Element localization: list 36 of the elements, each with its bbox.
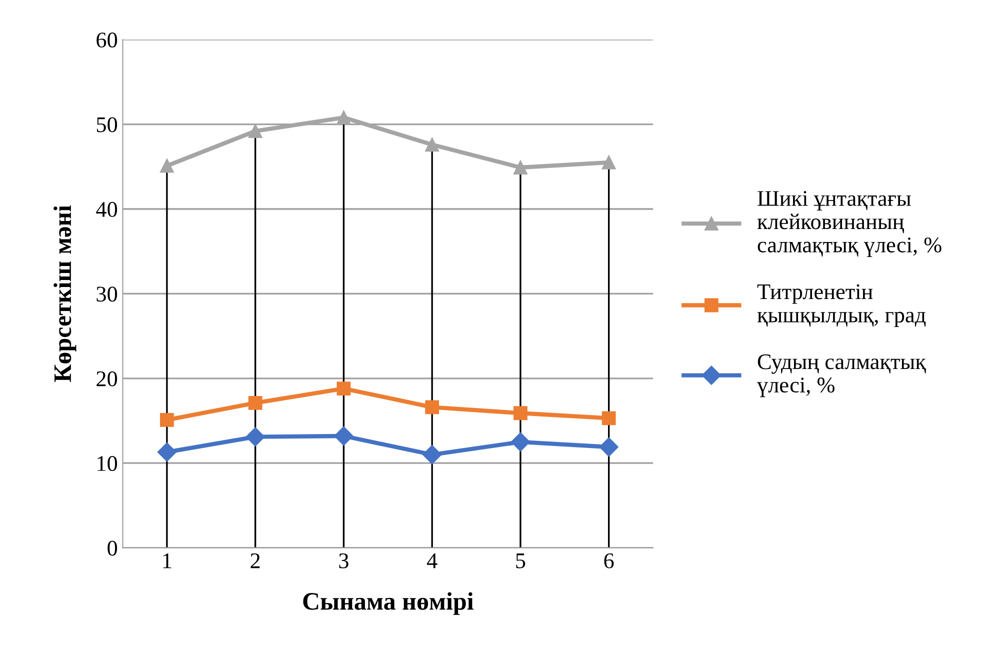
y-tick-label: 20 (96, 371, 118, 386)
point (425, 138, 440, 152)
legend-label: Титрленетін қышқылдық, град (757, 284, 926, 328)
point (334, 426, 354, 446)
legend-label: Шикі ұнтақтағы клейковинаның салмақтық үлесі, % (757, 191, 942, 257)
point (422, 445, 442, 464)
x-tick-label: 5 (516, 554, 526, 568)
x-tick-label: 6 (604, 553, 614, 568)
x-tick-label: 2 (250, 553, 260, 568)
y-tick-label: 60 (96, 32, 118, 48)
point (246, 427, 265, 446)
point (336, 110, 351, 124)
point (514, 406, 528, 420)
point (599, 437, 618, 457)
y-axis-title: Көрсеткіш мәні (54, 205, 76, 382)
y-tick-label: 50 (96, 117, 118, 132)
x-tick-label: 3 (339, 553, 348, 568)
y-tick-label: 10 (98, 456, 118, 472)
x-tick-label: 1 (163, 553, 172, 568)
legend-label: Судың салмақтық үлесі, % (756, 354, 926, 398)
y-tick-label: 40 (96, 202, 118, 217)
point (425, 400, 440, 414)
x-axis-title: Сынама нөмірі (303, 592, 474, 615)
point (510, 432, 530, 452)
point (248, 124, 262, 138)
point (248, 396, 262, 410)
point (514, 160, 528, 174)
point (602, 411, 616, 426)
point (160, 412, 174, 427)
x-tick-label: 4 (426, 553, 438, 568)
y-tick-label: 0 (108, 540, 118, 556)
point (160, 158, 174, 173)
point (157, 442, 176, 462)
point (602, 155, 616, 170)
y-tick-label: 30 (96, 286, 118, 302)
point (336, 382, 351, 396)
